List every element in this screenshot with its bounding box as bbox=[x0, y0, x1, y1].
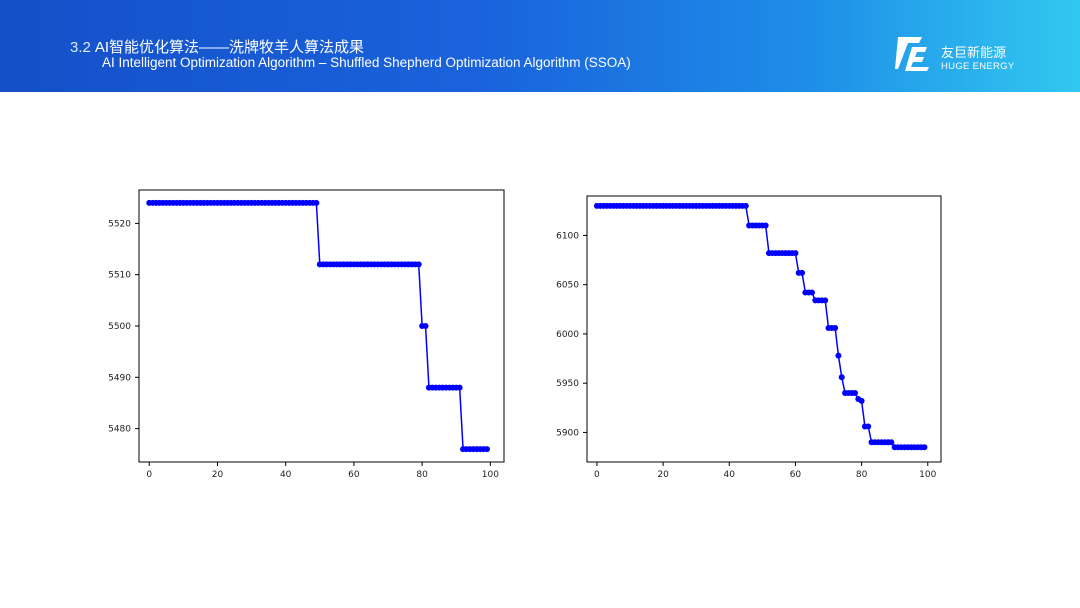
data-point bbox=[415, 261, 422, 268]
header-banner: 3.2 AI智能优化算法——洗牌牧羊人算法成果 AI Intelligent Op… bbox=[0, 0, 1080, 92]
data-point bbox=[865, 423, 872, 430]
data-point bbox=[742, 202, 749, 209]
y-tick-label: 5500 bbox=[108, 322, 131, 332]
y-tick-label: 5510 bbox=[108, 271, 131, 281]
x-tick-label: 60 bbox=[348, 470, 360, 480]
y-tick-label: 5520 bbox=[108, 219, 131, 229]
x-tick-label: 20 bbox=[212, 470, 224, 480]
y-tick-label: 5900 bbox=[556, 428, 579, 438]
x-tick-label: 0 bbox=[146, 470, 152, 480]
data-point bbox=[838, 374, 845, 381]
x-tick-label: 60 bbox=[790, 470, 802, 480]
y-tick-label: 6100 bbox=[556, 231, 579, 241]
x-tick-label: 0 bbox=[594, 470, 600, 480]
x-tick-label: 100 bbox=[919, 470, 936, 480]
company-logo: 友巨新能源 HUGE ENERGY bbox=[893, 34, 1033, 74]
data-point bbox=[456, 384, 463, 391]
x-tick-label: 80 bbox=[416, 470, 428, 480]
data-point bbox=[313, 199, 320, 206]
data-point bbox=[799, 269, 806, 276]
data-point bbox=[792, 250, 799, 257]
huge-energy-logo-icon bbox=[895, 37, 929, 71]
x-tick-label: 100 bbox=[482, 470, 499, 480]
data-point bbox=[832, 325, 839, 332]
data-point bbox=[762, 222, 769, 229]
slide-title-en: AI Intelligent Optimization Algorithm – … bbox=[102, 55, 631, 70]
data-point bbox=[858, 397, 865, 404]
slide-title-cn: 3.2 AI智能优化算法——洗牌牧羊人算法成果 bbox=[70, 39, 365, 56]
x-tick-label: 40 bbox=[724, 470, 736, 480]
data-point bbox=[851, 390, 858, 397]
logo-text-en: HUGE ENERGY bbox=[941, 61, 1015, 72]
data-point bbox=[921, 444, 928, 451]
data-point bbox=[888, 439, 895, 446]
logo-text-cn: 友巨新能源 bbox=[941, 45, 1007, 60]
x-tick-label: 40 bbox=[280, 470, 292, 480]
y-tick-label: 5480 bbox=[108, 425, 131, 435]
data-point bbox=[835, 352, 842, 359]
series-line bbox=[596, 205, 925, 448]
y-tick-label: 5950 bbox=[556, 379, 579, 389]
y-tick-label: 6050 bbox=[556, 281, 579, 291]
data-point bbox=[808, 289, 815, 296]
data-point bbox=[822, 297, 829, 304]
x-tick-label: 20 bbox=[657, 470, 669, 480]
section-number: 3.2 bbox=[70, 39, 91, 56]
plot-frame bbox=[586, 195, 942, 463]
y-tick-label: 6000 bbox=[556, 330, 579, 340]
x-tick-label: 80 bbox=[856, 470, 868, 480]
data-point bbox=[422, 323, 429, 329]
data-point bbox=[483, 446, 490, 453]
y-tick-label: 5490 bbox=[108, 373, 131, 383]
